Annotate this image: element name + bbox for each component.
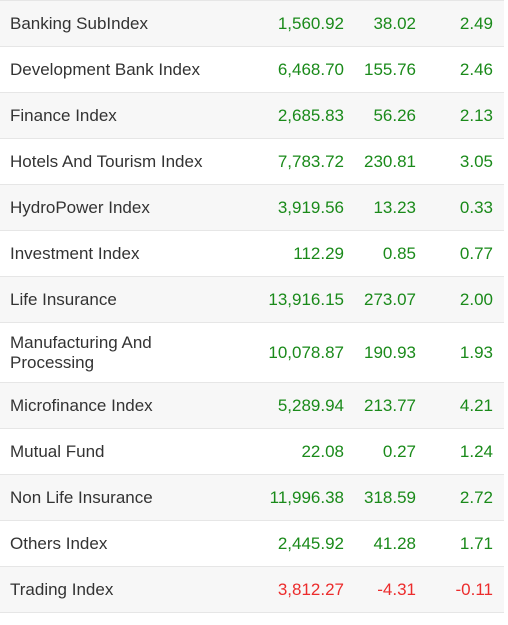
index-change: 13.23 xyxy=(354,184,426,231)
index-name: Development Bank Index xyxy=(0,46,246,93)
index-value: 10,078.87 xyxy=(246,322,354,383)
table-row[interactable]: Hotels And Tourism Index 7,783.72 230.81… xyxy=(0,138,504,185)
table-row[interactable]: Others Index 2,445.92 41.28 1.71 xyxy=(0,520,504,567)
index-value: 13,916.15 xyxy=(246,276,354,323)
index-change: 0.85 xyxy=(354,230,426,277)
index-percent-change: 2.46 xyxy=(426,46,504,93)
index-percent-change: 2.49 xyxy=(426,0,504,47)
index-percent-change: 2.00 xyxy=(426,276,504,323)
table-row[interactable]: Finance Index 2,685.83 56.26 2.13 xyxy=(0,92,504,139)
index-name-line: Processing xyxy=(10,352,95,372)
table-row[interactable]: Manufacturing And Processing 10,078.87 1… xyxy=(0,322,504,383)
index-change: 230.81 xyxy=(354,138,426,185)
index-name: Hotels And Tourism Index xyxy=(0,138,246,185)
index-change: 41.28 xyxy=(354,520,426,567)
index-value: 5,289.94 xyxy=(246,382,354,429)
index-percent-change: 0.77 xyxy=(426,230,504,277)
index-name: Non Life Insurance xyxy=(0,474,246,521)
index-percent-change: 4.21 xyxy=(426,382,504,429)
index-value: 6,468.70 xyxy=(246,46,354,93)
index-name: HydroPower Index xyxy=(0,184,246,231)
index-value: 22.08 xyxy=(246,428,354,475)
index-percent-change: 3.05 xyxy=(426,138,504,185)
index-value: 1,560.92 xyxy=(246,0,354,47)
index-value: 3,812.27 xyxy=(246,566,354,613)
index-percent-change: 2.13 xyxy=(426,92,504,139)
index-value: 3,919.56 xyxy=(246,184,354,231)
index-name: Investment Index xyxy=(0,230,246,277)
index-name: Banking SubIndex xyxy=(0,0,246,47)
index-value: 2,685.83 xyxy=(246,92,354,139)
index-name: Finance Index xyxy=(0,92,246,139)
index-change: 213.77 xyxy=(354,382,426,429)
index-name: Trading Index xyxy=(0,566,246,613)
index-change: -4.31 xyxy=(354,566,426,613)
index-name: Manufacturing And Processing xyxy=(0,322,246,383)
table-row[interactable]: Mutual Fund 22.08 0.27 1.24 xyxy=(0,428,504,475)
index-percent-change: 1.24 xyxy=(426,428,504,475)
index-name: Life Insurance xyxy=(0,276,246,323)
index-percent-change: -0.11 xyxy=(426,566,504,613)
index-change: 0.27 xyxy=(354,428,426,475)
index-percent-change: 2.72 xyxy=(426,474,504,521)
index-value: 7,783.72 xyxy=(246,138,354,185)
sub-index-table: Banking SubIndex 1,560.92 38.02 2.49 Dev… xyxy=(0,0,504,613)
index-name-line: Manufacturing And xyxy=(10,332,152,352)
index-change: 56.26 xyxy=(354,92,426,139)
table-row[interactable]: Life Insurance 13,916.15 273.07 2.00 xyxy=(0,276,504,323)
index-percent-change: 1.93 xyxy=(426,322,504,383)
table-row[interactable]: Development Bank Index 6,468.70 155.76 2… xyxy=(0,46,504,93)
index-change: 190.93 xyxy=(354,322,426,383)
index-name: Microfinance Index xyxy=(0,382,246,429)
index-change: 38.02 xyxy=(354,0,426,47)
table-row[interactable]: Investment Index 112.29 0.85 0.77 xyxy=(0,230,504,277)
index-name: Mutual Fund xyxy=(0,428,246,475)
index-change: 318.59 xyxy=(354,474,426,521)
index-change: 155.76 xyxy=(354,46,426,93)
index-value: 2,445.92 xyxy=(246,520,354,567)
index-percent-change: 1.71 xyxy=(426,520,504,567)
index-change: 273.07 xyxy=(354,276,426,323)
index-percent-change: 0.33 xyxy=(426,184,504,231)
table-row[interactable]: Non Life Insurance 11,996.38 318.59 2.72 xyxy=(0,474,504,521)
table-row[interactable]: Microfinance Index 5,289.94 213.77 4.21 xyxy=(0,382,504,429)
table-row[interactable]: HydroPower Index 3,919.56 13.23 0.33 xyxy=(0,184,504,231)
index-value: 11,996.38 xyxy=(246,474,354,521)
index-value: 112.29 xyxy=(246,230,354,277)
sub-index-table-body: Banking SubIndex 1,560.92 38.02 2.49 Dev… xyxy=(0,0,504,613)
table-row[interactable]: Trading Index 3,812.27 -4.31 -0.11 xyxy=(0,566,504,613)
table-row[interactable]: Banking SubIndex 1,560.92 38.02 2.49 xyxy=(0,0,504,47)
index-name: Others Index xyxy=(0,520,246,567)
